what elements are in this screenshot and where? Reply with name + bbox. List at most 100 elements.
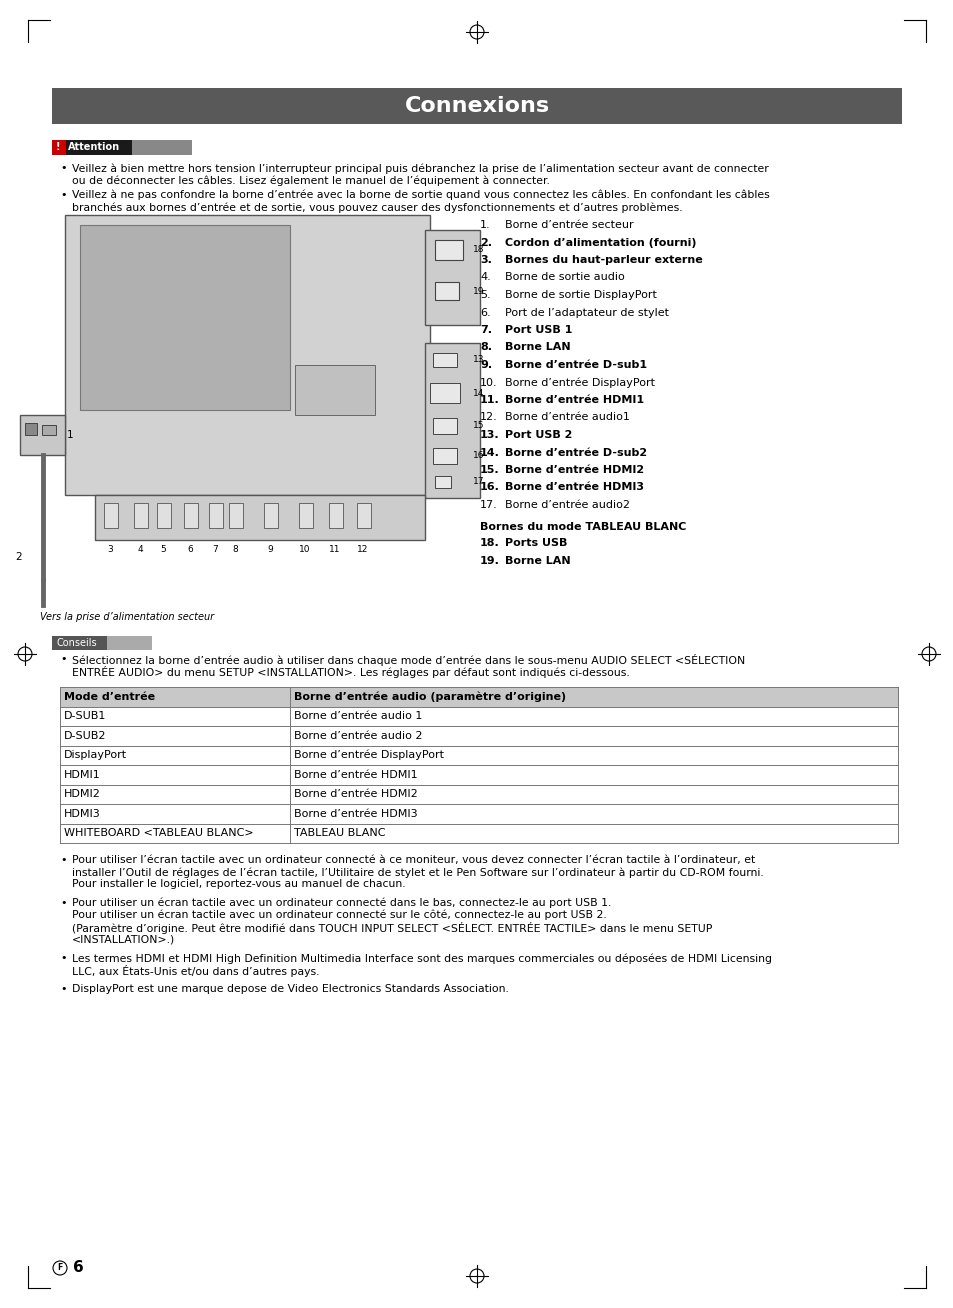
Bar (104, 504, 118, 528)
Bar (424, 230, 479, 324)
Text: 11.: 11. (479, 395, 499, 405)
Text: DisplayPort est une marque depose de Video Electronics Standards Association.: DisplayPort est une marque depose de Vid… (71, 984, 508, 994)
Bar (433, 449, 456, 464)
Text: 13: 13 (473, 356, 484, 365)
Text: 16: 16 (473, 451, 484, 460)
Bar (294, 365, 375, 415)
Text: Mode d’entrée: Mode d’entrée (64, 692, 155, 702)
Bar (25, 422, 37, 436)
Text: 4.: 4. (479, 272, 490, 283)
Text: 17.: 17. (479, 500, 497, 510)
Text: Pour installer le logiciel, reportez-vous au manuel de chacun.: Pour installer le logiciel, reportez-vou… (71, 879, 405, 889)
Bar (433, 419, 456, 434)
Bar (60, 765, 897, 785)
Bar (229, 504, 243, 528)
Text: Conseils: Conseils (57, 638, 97, 647)
Text: HDMI1: HDMI1 (64, 769, 101, 780)
Text: Attention: Attention (68, 143, 120, 153)
Text: Borne de sortie audio: Borne de sortie audio (504, 272, 624, 283)
Text: Borne d’entrée HDMI1: Borne d’entrée HDMI1 (504, 395, 643, 405)
Bar (60, 824, 897, 842)
Text: 6: 6 (187, 545, 193, 555)
Text: Borne de sortie DisplayPort: Borne de sortie DisplayPort (504, 290, 657, 300)
Bar (42, 425, 56, 436)
Text: installer l’Outil de réglages de l’écran tactile, l’Utilitaire de stylet et le P: installer l’Outil de réglages de l’écran… (71, 867, 763, 878)
Text: Port USB 1: Port USB 1 (504, 324, 572, 335)
Text: Borne d’entrée DisplayPort: Borne d’entrée DisplayPort (504, 378, 655, 388)
Text: 10: 10 (299, 545, 311, 555)
Bar (60, 726, 897, 746)
Text: ENTRÉE AUDIO> du menu SETUP <INSTALLATION>. Les réglages par défaut sont indiqué: ENTRÉE AUDIO> du menu SETUP <INSTALLATIO… (71, 667, 629, 679)
Text: Borne d’entrée HDMI1: Borne d’entrée HDMI1 (294, 769, 417, 780)
Text: 15.: 15. (479, 466, 499, 475)
Bar (65, 215, 430, 494)
Text: Borne d’entrée audio 1: Borne d’entrée audio 1 (294, 712, 422, 721)
Bar (435, 476, 451, 488)
Bar (95, 494, 424, 540)
Text: Borne d’entrée audio2: Borne d’entrée audio2 (504, 500, 629, 510)
Text: Port de l’adaptateur de stylet: Port de l’adaptateur de stylet (504, 307, 668, 318)
Text: 8: 8 (232, 545, 237, 555)
Text: 14.: 14. (479, 447, 499, 458)
Bar (435, 283, 458, 300)
Bar (132, 140, 192, 156)
Text: •: • (60, 954, 67, 963)
Text: 9.: 9. (479, 360, 492, 370)
Bar (80, 225, 290, 409)
Text: 2: 2 (15, 552, 22, 562)
Bar (60, 785, 897, 804)
Text: •: • (60, 654, 67, 664)
Bar (52, 88, 901, 124)
Bar (424, 343, 479, 498)
Text: 6: 6 (73, 1261, 84, 1275)
Bar (433, 353, 456, 368)
Text: •: • (60, 899, 67, 908)
Text: 13.: 13. (479, 430, 499, 439)
Text: Veillez à bien mettre hors tension l’interrupteur principal puis débranchez la p: Veillez à bien mettre hors tension l’int… (71, 164, 768, 174)
Text: 2.: 2. (479, 238, 492, 247)
Text: •: • (60, 855, 67, 865)
Text: (Paramètre d’origine. Peut être modifié dans TOUCH INPUT SELECT <SÉLECT. ENTRÉE : (Paramètre d’origine. Peut être modifié … (71, 922, 712, 934)
Text: 1.: 1. (479, 220, 490, 230)
Text: !: ! (56, 143, 60, 153)
Bar (20, 415, 65, 455)
Text: 11: 11 (329, 545, 340, 555)
Text: 12: 12 (357, 545, 368, 555)
Text: Borne LAN: Borne LAN (504, 343, 570, 352)
Text: Connexions: Connexions (404, 95, 549, 116)
Text: 18.: 18. (479, 539, 499, 548)
Text: Pour utiliser un écran tactile avec un ordinateur connecté dans le bas, connecte: Pour utiliser un écran tactile avec un o… (71, 899, 611, 909)
Text: Borne d’entrée HDMI3: Borne d’entrée HDMI3 (504, 483, 643, 493)
Text: 15: 15 (473, 421, 484, 430)
Text: Port USB 2: Port USB 2 (504, 430, 572, 439)
Text: •: • (60, 164, 67, 173)
Bar (60, 687, 897, 706)
Bar (356, 504, 371, 528)
Bar (264, 504, 277, 528)
Text: Vers la prise d’alimentation secteur: Vers la prise d’alimentation secteur (40, 612, 213, 623)
Bar (209, 504, 223, 528)
Text: Borne LAN: Borne LAN (504, 556, 570, 565)
Text: <INSTALLATION>.): <INSTALLATION>.) (71, 934, 175, 944)
Text: Borne d’entrée HDMI2: Borne d’entrée HDMI2 (294, 789, 417, 799)
Bar (430, 383, 459, 403)
Bar (133, 504, 148, 528)
Bar (60, 706, 897, 726)
Bar (298, 504, 313, 528)
Text: Pour utiliser un écran tactile avec un ordinateur connecté sur le côté, connecte: Pour utiliser un écran tactile avec un o… (71, 910, 606, 921)
Text: 7.: 7. (479, 324, 492, 335)
Text: 12.: 12. (479, 412, 497, 422)
Bar (52, 140, 66, 156)
Text: WHITEBOARD <TABLEAU BLANC>: WHITEBOARD <TABLEAU BLANC> (64, 828, 253, 838)
Text: branchés aux bornes d’entrée et de sortie, vous pouvez causer des dysfonctionnem: branchés aux bornes d’entrée et de sorti… (71, 203, 682, 213)
Text: D-SUB1: D-SUB1 (64, 712, 107, 721)
Text: HDMI3: HDMI3 (64, 808, 101, 819)
Text: Bornes du haut-parleur externe: Bornes du haut-parleur externe (504, 255, 702, 266)
Text: Borne d’entrée secteur: Borne d’entrée secteur (504, 220, 633, 230)
Bar (52, 140, 132, 156)
Bar (52, 636, 107, 650)
Text: Veillez à ne pas confondre la borne d’entrée avec la borne de sortie quand vous : Veillez à ne pas confondre la borne d’en… (71, 190, 769, 200)
Bar (107, 636, 152, 650)
Text: Cordon d’alimentation (fourni): Cordon d’alimentation (fourni) (504, 238, 696, 247)
Bar (60, 804, 897, 824)
